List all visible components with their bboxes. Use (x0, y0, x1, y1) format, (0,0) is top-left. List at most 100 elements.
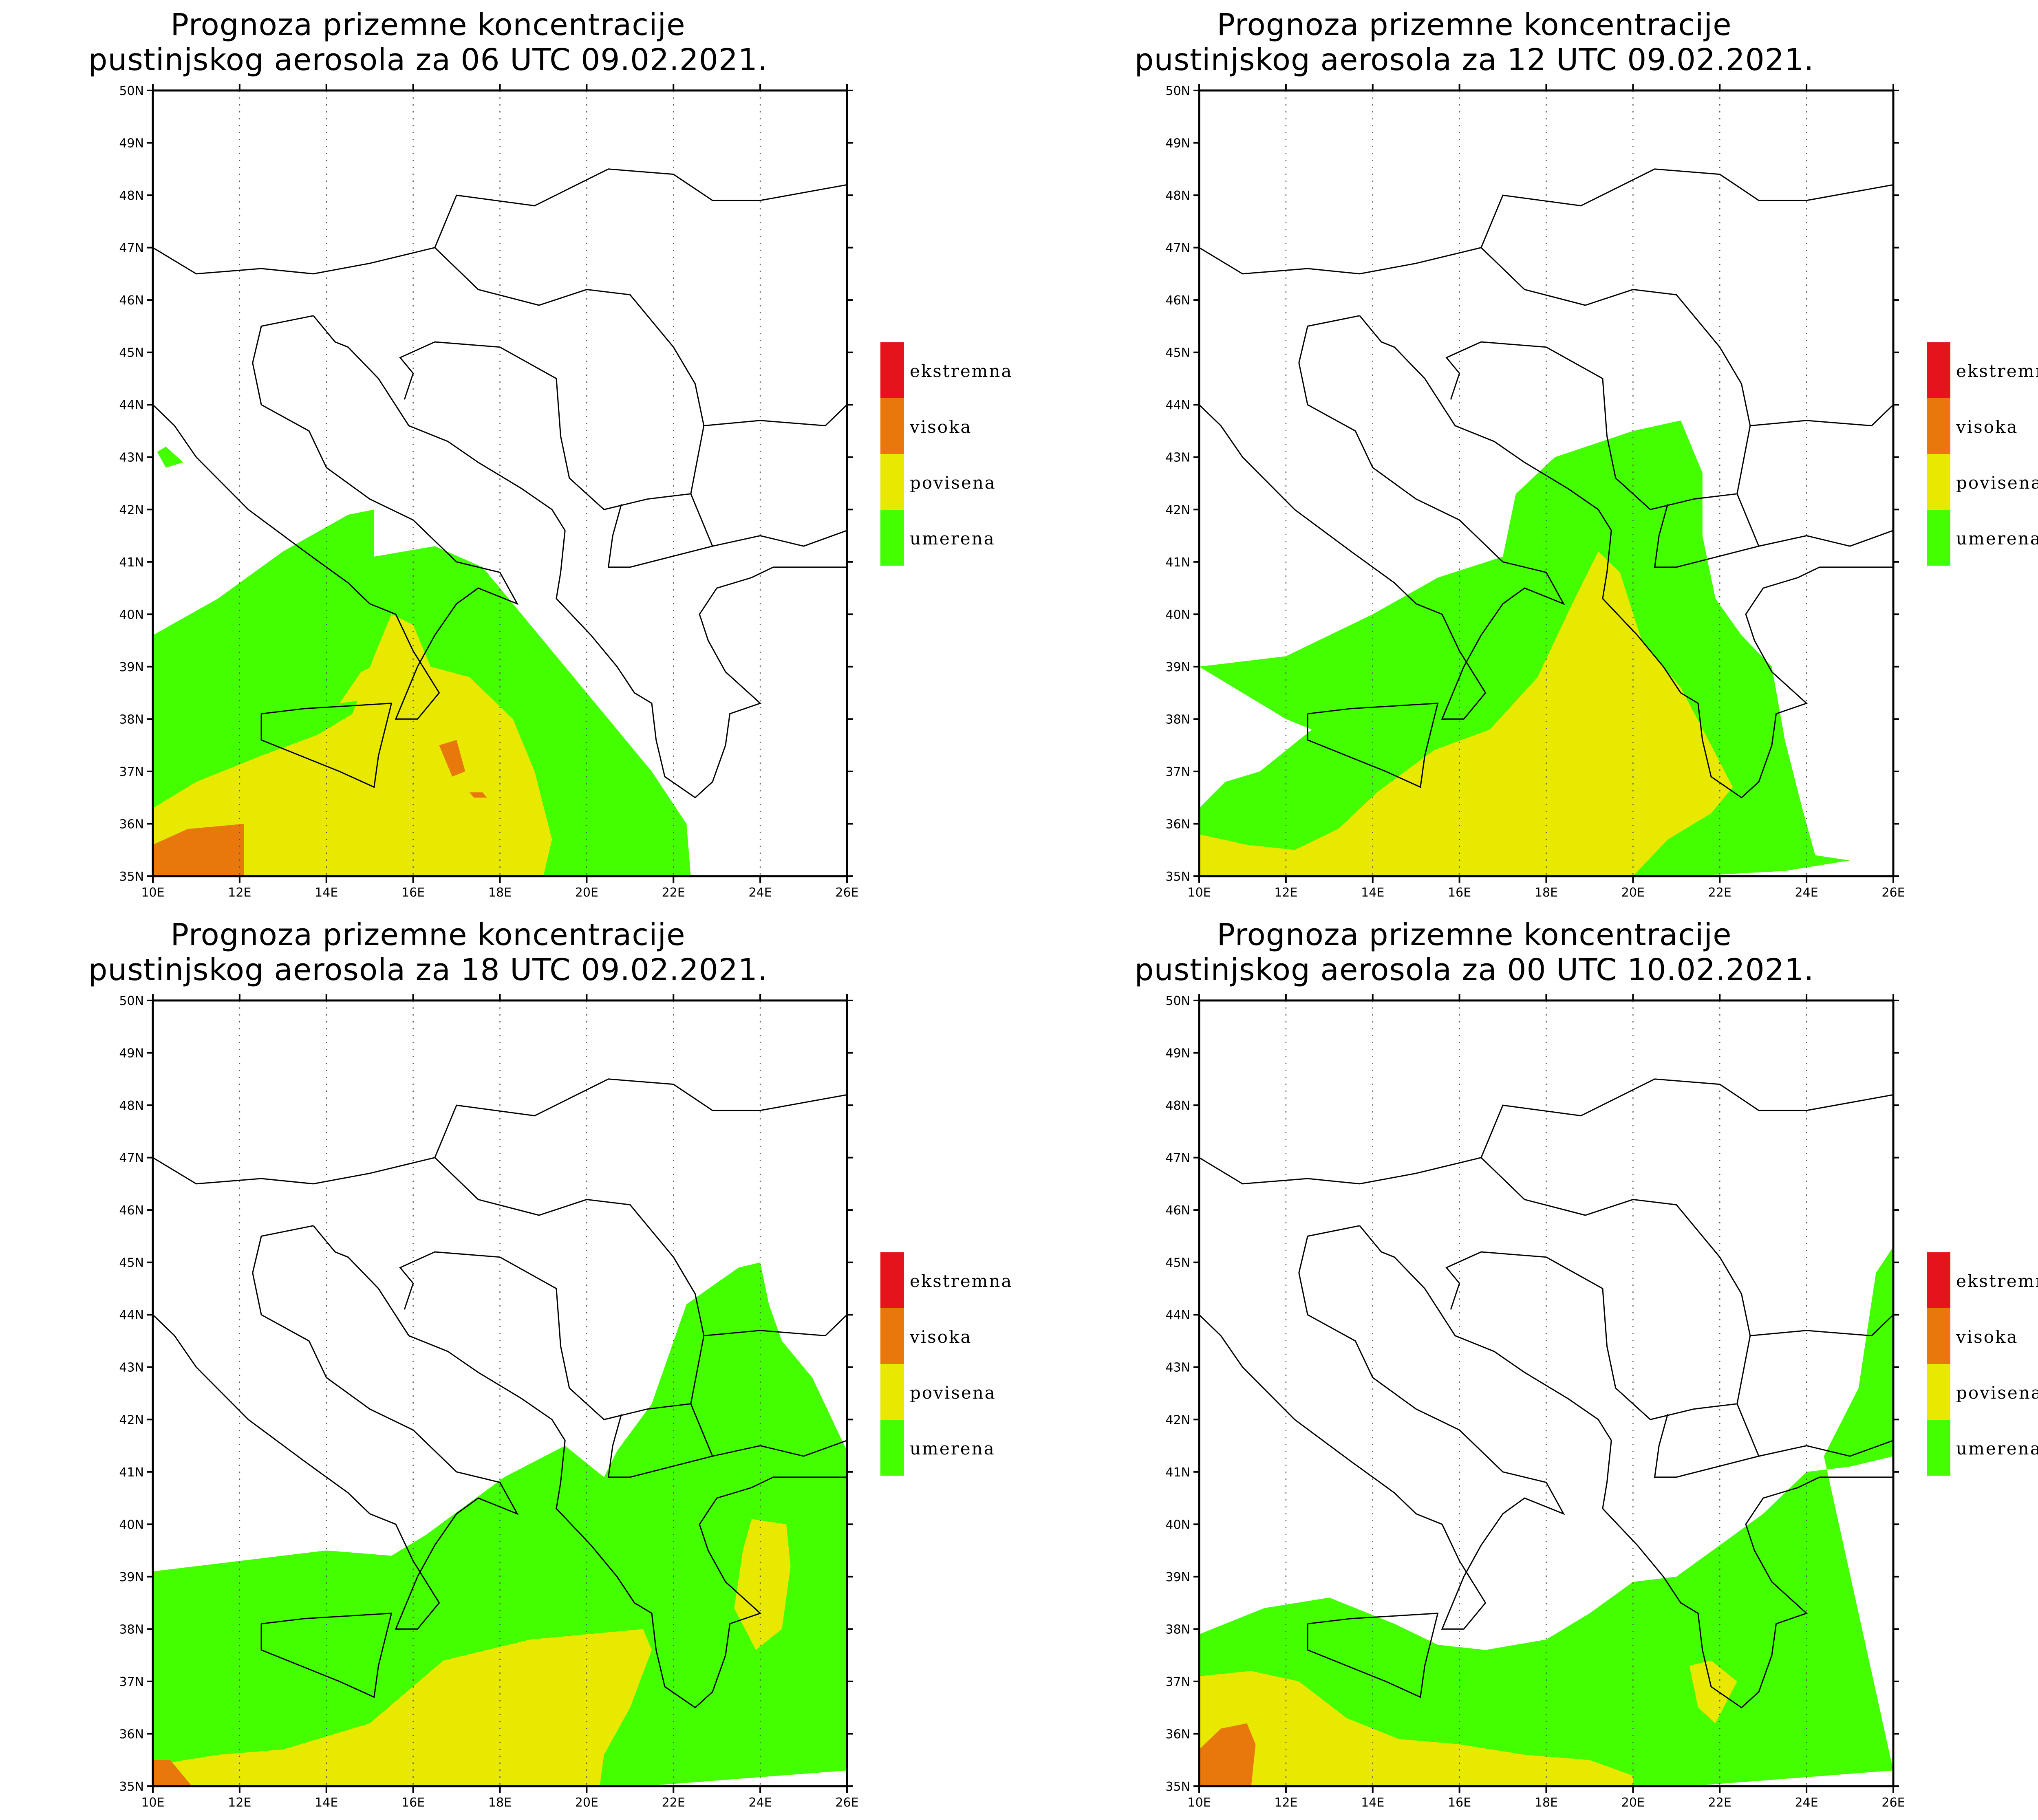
forecast-panel-3: Prognoza prizemne koncentracije pustinjs… (0, 910, 1046, 1820)
lat-tick-label: 44N (1165, 398, 1190, 412)
coastline (1758, 530, 1894, 547)
lon-tick-label: 16E (401, 886, 425, 900)
lon-tick-label: 18E (1535, 1796, 1558, 1810)
legend-label: umerena (910, 529, 995, 549)
lat-tick-label: 44N (119, 398, 144, 412)
lon-tick-label: 18E (488, 886, 512, 900)
legend-item-moderate: umerena (1927, 510, 2038, 566)
lat-tick-label: 37N (119, 1675, 144, 1689)
lat-tick-label: 46N (1165, 1203, 1190, 1218)
lat-tick-label: 45N (119, 346, 144, 360)
lat-tick-label: 50N (1165, 994, 1190, 1008)
lat-tick-label: 40N (119, 1518, 144, 1532)
lon-tick-label: 16E (401, 1796, 425, 1810)
legend-label: ekstremna (1956, 361, 2038, 381)
lat-tick-label: 48N (1165, 1099, 1190, 1113)
legend-item-high: visoka (880, 1308, 1043, 1364)
lat-tick-label: 35N (1165, 870, 1190, 884)
lat-tick-label: 50N (119, 84, 144, 98)
coastline (1445, 247, 1751, 510)
lat-tick-label: 39N (1165, 660, 1190, 674)
lat-tick-label: 36N (1165, 1727, 1190, 1741)
coastline (399, 1157, 705, 1420)
lat-tick-label: 49N (119, 137, 144, 151)
coastline (712, 1440, 847, 1457)
lon-tick-label: 18E (1535, 886, 1558, 900)
lat-tick-label: 35N (119, 870, 144, 884)
lon-tick-label: 10E (141, 1796, 164, 1810)
dust-concentration-map: 50N 49N 48N 47N 46N 45N 44N 43N 42N 41N 40N 39N 38N 3… (1165, 84, 1905, 900)
lat-tick-label: 43N (119, 1361, 144, 1375)
coastline (1750, 1314, 1894, 1337)
coastline (1199, 168, 1894, 275)
lon-tick-label: 14E (315, 886, 338, 900)
legend-swatch (880, 510, 904, 566)
legend-item-extreme: ekstremna (1927, 1252, 2038, 1308)
lat-tick-label: 44N (1165, 1308, 1190, 1322)
concentration-region-high (153, 1760, 192, 1786)
lon-tick-label: 20E (575, 886, 598, 900)
lat-tick-label: 35N (119, 1780, 144, 1794)
legend-label: umerena (1956, 529, 2038, 549)
lat-tick-label: 46N (1165, 293, 1190, 308)
legend-swatch (1927, 1364, 1950, 1420)
lat-tick-label: 37N (1165, 1675, 1190, 1689)
coastline (313, 315, 847, 799)
lat-tick-label: 48N (119, 189, 144, 203)
lon-tick-label: 10E (1187, 886, 1211, 900)
lat-tick-label: 42N (119, 503, 144, 517)
coastline (1654, 1404, 1760, 1478)
concentration-region-moderate (153, 1262, 847, 1786)
lat-tick-label: 48N (119, 1099, 144, 1113)
legend-label: umerena (1956, 1439, 2038, 1459)
lon-tick-label: 16E (1448, 886, 1471, 900)
lat-tick-label: 39N (119, 1570, 144, 1584)
lon-tick-label: 26E (835, 886, 858, 900)
lat-tick-label: 43N (119, 451, 144, 465)
lat-tick-label: 39N (119, 660, 144, 674)
lat-tick-label: 42N (1165, 503, 1190, 517)
lat-tick-label: 40N (1165, 608, 1190, 622)
coastline (313, 1225, 847, 1709)
concentration-region-high (1199, 1723, 1256, 1786)
coastline (607, 494, 714, 568)
legend-item-elevated: povisena (880, 1364, 1043, 1420)
lon-tick-label: 22E (662, 886, 685, 900)
lat-tick-label: 43N (1165, 1361, 1190, 1375)
legend-swatch (1927, 1308, 1950, 1364)
lat-tick-label: 46N (119, 293, 144, 308)
lat-tick-label: 47N (119, 1151, 144, 1166)
legend-label: ekstremna (1956, 1271, 2038, 1291)
coastline (704, 404, 848, 427)
lat-tick-label: 44N (119, 1308, 144, 1322)
coastline (704, 1314, 848, 1337)
legend-item-extreme: ekstremna (880, 342, 1043, 398)
panel-subtitle: pustinjskog aerosola za 12 UTC 09.02.202… (1134, 42, 1814, 77)
coastline (1758, 1440, 1894, 1457)
legend-item-high: visoka (1927, 398, 2038, 454)
lon-tick-label: 26E (1881, 886, 1905, 900)
coastline (1307, 1613, 1439, 1698)
lat-tick-label: 46N (119, 1203, 144, 1218)
lat-tick-label: 36N (119, 817, 144, 831)
coastline (1750, 404, 1894, 427)
coastline (607, 1404, 714, 1478)
lon-tick-label: 20E (1621, 886, 1645, 900)
lat-tick-label: 38N (1165, 1622, 1190, 1637)
coastline (1654, 494, 1760, 568)
legend-swatch (880, 1420, 904, 1476)
legend-swatch (1927, 1420, 1950, 1476)
panel-subtitle: pustinjskog aerosola za 06 UTC 09.02.202… (88, 42, 768, 77)
lat-tick-label: 49N (1165, 137, 1190, 151)
concentration-region-moderate (157, 447, 183, 468)
forecast-panel-2: Prognoza prizemne koncentracije pustinjs… (1046, 0, 2038, 910)
legend-item-moderate: umerena (880, 510, 1043, 566)
coastline (152, 1078, 847, 1185)
legend-item-elevated: povisena (880, 454, 1043, 510)
legend-swatch (1927, 510, 1950, 566)
coastline (152, 315, 519, 720)
legend-label: umerena (910, 1439, 995, 1459)
lat-tick-label: 39N (1165, 1570, 1190, 1584)
concentration-region-elevated (153, 614, 552, 876)
concentration-region-high (153, 824, 244, 876)
